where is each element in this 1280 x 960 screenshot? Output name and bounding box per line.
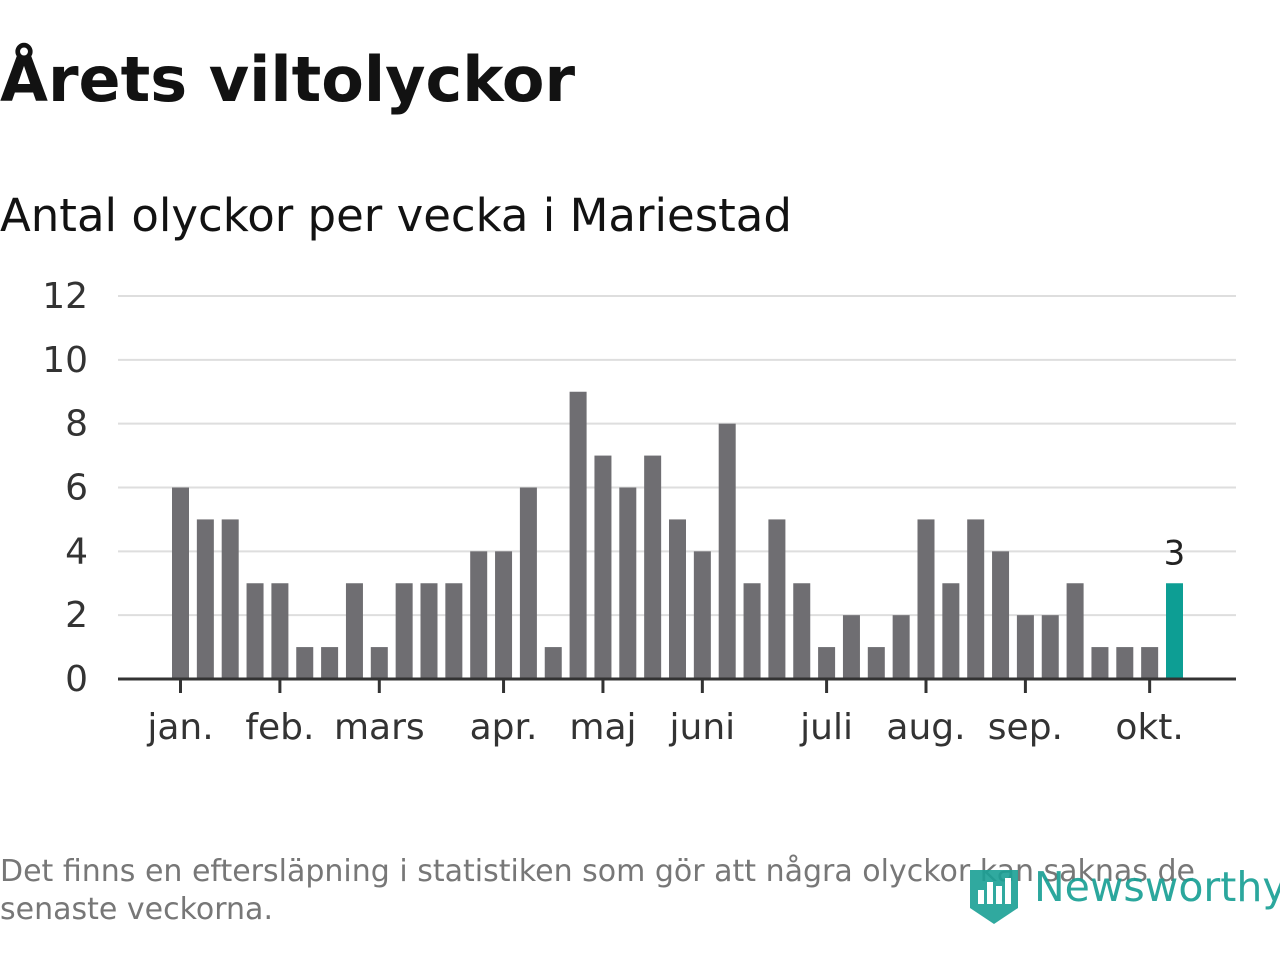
bar (495, 551, 513, 679)
bar (544, 647, 562, 679)
bar (669, 519, 686, 679)
bar (967, 519, 985, 679)
bar (196, 519, 214, 679)
x-tick-label: okt. (1115, 707, 1183, 748)
bar-chart: 0 2 4 6 8 10 12 jan. feb. mars apr. maj juni juli aug… (42, 276, 1236, 748)
bar (644, 455, 662, 679)
bar (917, 519, 935, 679)
page-title: Årets viltolyckor (0, 43, 576, 116)
bar (693, 551, 711, 679)
bar (221, 519, 239, 679)
x-tick-label: juni (669, 707, 736, 748)
bar (892, 615, 910, 679)
bar (743, 583, 761, 679)
data-label: 3 (1164, 533, 1186, 573)
y-tick-label: 8 (65, 404, 88, 445)
y-tick-label: 0 (65, 659, 88, 700)
bar (445, 583, 463, 679)
bar (246, 583, 264, 679)
brand-name: Newsworthy (1034, 863, 1280, 911)
x-tick-label: juli (799, 707, 853, 748)
bar (395, 583, 413, 679)
bar (296, 647, 314, 679)
bar (793, 583, 811, 679)
bar (1141, 647, 1159, 679)
bar (271, 583, 289, 679)
x-tick-label: mars (334, 707, 425, 748)
bar (942, 583, 960, 679)
y-tick-label: 10 (42, 340, 88, 381)
bar (594, 455, 612, 679)
chart-subtitle: Antal olyckor per vecka i Mariestad (0, 189, 792, 242)
bar (1116, 647, 1134, 679)
bar (718, 423, 736, 679)
bar (172, 487, 189, 679)
bar (321, 647, 339, 679)
bar (867, 647, 885, 679)
bar (1041, 615, 1059, 679)
bar (519, 487, 537, 679)
bar-highlighted (1166, 583, 1183, 679)
bar-chart-shield-icon (970, 870, 1018, 924)
bar (370, 647, 388, 679)
y-tick-label: 4 (65, 531, 88, 572)
x-tick-label: jan. (146, 707, 213, 748)
x-tick-label: aug. (886, 707, 965, 748)
bar (569, 391, 587, 679)
x-tick-label: apr. (470, 707, 538, 748)
x-tick-label: feb. (245, 707, 314, 748)
bar (818, 647, 836, 679)
y-tick-label: 2 (65, 595, 88, 636)
bar (345, 583, 363, 679)
bar (619, 487, 637, 679)
x-tick-label: maj (569, 707, 636, 748)
bar (1066, 583, 1084, 679)
bar (992, 551, 1010, 679)
x-tick-label: sep. (988, 707, 1063, 748)
bar (1091, 647, 1109, 679)
bar (842, 615, 860, 679)
bar (768, 519, 786, 679)
bar (470, 551, 488, 679)
y-tick-label: 12 (42, 276, 88, 317)
y-tick-label: 6 (65, 468, 88, 509)
bar (1016, 615, 1034, 679)
bar (420, 583, 438, 679)
